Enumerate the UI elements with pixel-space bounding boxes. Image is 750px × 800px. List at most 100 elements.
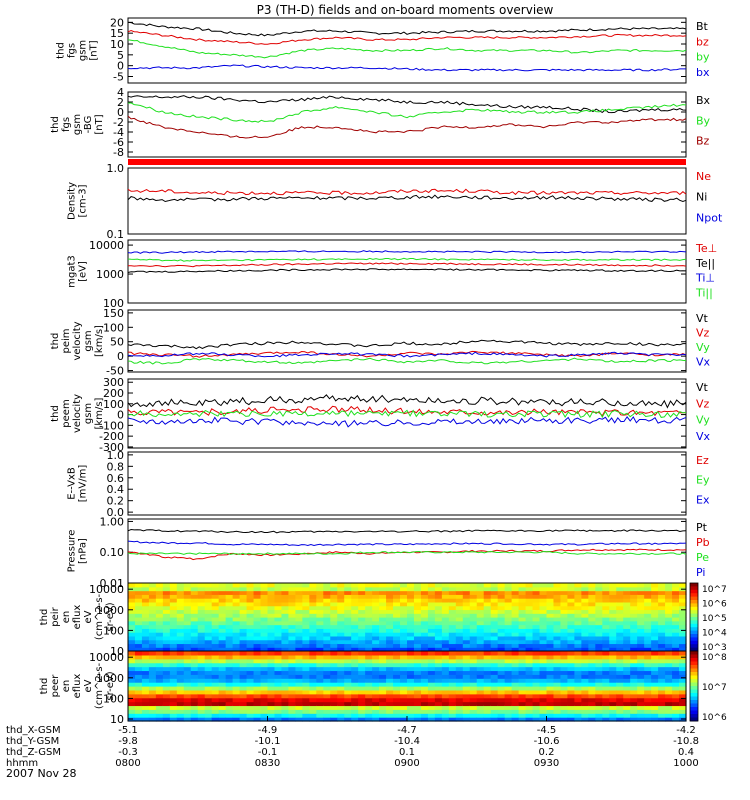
heatmap-cell [176,583,185,588]
heatmap-cell [330,674,338,679]
heatmap-cell [581,674,589,679]
heatmap-cell [246,617,255,622]
heatmap-cell [211,635,220,641]
heatmap-cell [386,613,394,618]
heatmap-cell [469,686,478,691]
heatmap-cell [637,624,645,629]
heatmap-cell [497,682,506,687]
heatmap-cell [560,609,569,614]
heatmap-cell [155,682,164,687]
heatmap-cell [190,635,199,641]
heatmap-cell [595,628,603,633]
heatmap-cell [469,601,478,607]
heatmap-cell [413,658,422,664]
heatmap-cell [616,620,624,626]
heatmap-cell [407,717,415,722]
heatmap-cell [204,598,213,603]
heatmap-cell [316,701,324,707]
heatmap-cell [134,666,143,672]
heatmap-cell [344,674,352,679]
heatmap-cell [651,682,659,687]
heatmap-cell [483,666,492,672]
heatmap-cell [358,609,366,614]
heatmap-cell [218,586,227,592]
heatmap-cell [532,601,541,607]
heatmap-cell [441,674,450,679]
heatmap-cell [588,670,596,675]
heatmap-cell [595,701,603,707]
heatmap-cell [595,613,603,618]
heatmap-cell [448,624,457,629]
heatmap-cell [344,635,352,641]
heatmap-cell [434,590,443,595]
heatmap-cell [260,620,269,626]
heatmap-cell [602,670,610,675]
heatmap-cell [637,654,645,660]
heatmap-cell [267,666,276,672]
heatmap-cell [134,709,143,714]
heatmap-cell [295,647,303,652]
heatmap-cell [274,674,283,679]
heatmap-cell [476,654,485,660]
heatmap-cell [469,632,478,637]
heatmap-cell [511,686,520,691]
heatmap-cell [344,583,352,588]
heatmap-cell [462,598,471,603]
heatmap-cell [190,609,199,614]
y-axis-label: [nT] [89,40,100,60]
heatmap-cell [358,586,366,592]
heatmap-cell [365,689,373,695]
heatmap-cell [518,590,527,595]
heatmap-cell [539,674,548,679]
heatmap-cell [560,717,569,722]
heatmap-cell [665,686,673,691]
heatmap-cell [504,678,513,683]
heatmap-cell [588,678,596,683]
heatmap-cell [337,709,345,714]
heatmap-cell [413,643,422,648]
heatmap-cell [302,705,310,710]
heatmap-cell [155,635,164,641]
heatmap-cell [616,697,624,703]
heatmap-cell [393,686,401,691]
heatmap-cell [134,620,143,626]
heatmap-cell [316,689,324,695]
heatmap-cell [337,666,345,672]
heatmap-cell [574,682,582,687]
heatmap-cell [134,628,143,633]
heatmap-cell [602,647,610,652]
heatmap-cell [239,686,248,691]
heatmap-cell [281,651,290,656]
heatmap-cell [183,686,192,691]
heatmap-cell [386,635,394,641]
heatmap-cell [393,617,401,622]
heatmap-cell [190,682,199,687]
heatmap-cell [651,651,659,656]
heatmap-cell [148,670,157,675]
heatmap-cell [204,651,213,656]
heatmap-cell [365,601,373,607]
heatmap-cell [232,590,241,595]
heatmap-cell [379,583,387,588]
heatmap-cell [358,701,366,707]
heatmap-cell [169,583,178,588]
heatmap-cell [497,583,506,588]
heatmap-cell [553,632,562,637]
heatmap-cell [518,682,527,687]
heatmap-cell [246,601,255,607]
heatmap-cell [539,686,548,691]
heatmap-cell [218,643,227,648]
heatmap-cell [511,705,520,710]
heatmap-cell [176,590,185,595]
heatmap-cell [393,709,401,714]
heatmap-cell [616,689,624,695]
heatmap-cell [295,586,303,592]
heatmap-cell [365,693,373,699]
heatmap-cell [232,697,241,703]
heatmap-cell [302,628,310,633]
legend-te: Te⊥ [695,242,717,255]
heatmap-cell [302,674,310,679]
heatmap-cell [407,686,415,691]
heatmap-cell [337,609,345,614]
heatmap-cell [595,651,603,656]
